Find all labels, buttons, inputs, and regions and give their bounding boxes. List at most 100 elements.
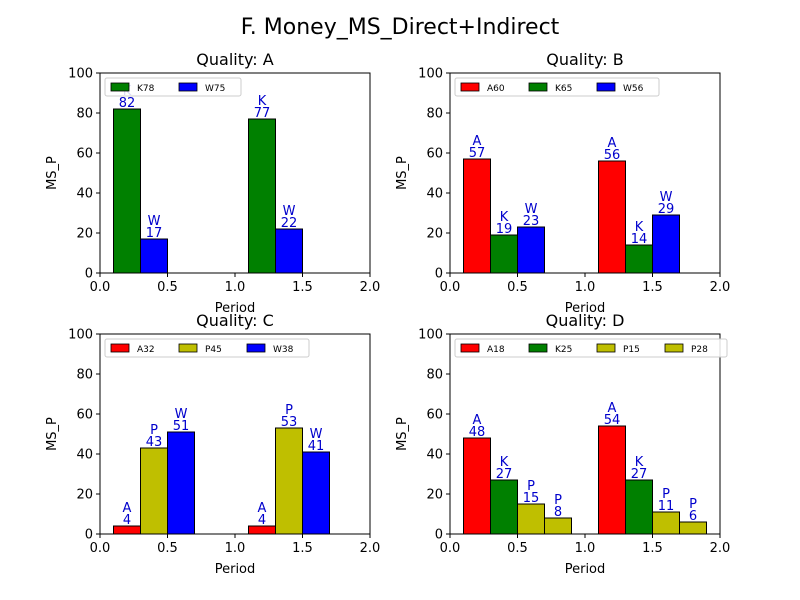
bar-letter-label: P — [689, 497, 697, 512]
y-tick-label: 40 — [426, 187, 443, 202]
x-tick-label: 1.0 — [575, 280, 596, 295]
bar-K25-2 — [625, 479, 653, 535]
bar-letter-label: W — [525, 202, 538, 217]
bar-P15-1 — [517, 503, 545, 535]
bar-value-label: 27 — [496, 467, 513, 482]
bar-value-label: 29 — [658, 202, 675, 217]
x-tick-label: 0.5 — [507, 280, 528, 295]
x-axis-label: Period — [565, 301, 606, 316]
y-tick-label: 20 — [76, 227, 93, 242]
bar-letter-label: K — [635, 220, 644, 235]
bar-value-label: 22 — [281, 216, 298, 231]
bar-value-label: 14 — [631, 232, 648, 247]
bar-P15-2 — [652, 511, 680, 535]
panel-title: Quality: A — [196, 50, 273, 69]
bar-letter-label: W — [283, 204, 296, 219]
bar-value-label: 23 — [523, 214, 540, 229]
bar-letter-label: A — [608, 136, 617, 151]
bar-W38-2 — [302, 451, 330, 535]
bar-letter-label: A — [473, 413, 482, 428]
y-axis-label: MS_P — [45, 417, 60, 451]
bar-value-label: 57 — [469, 146, 486, 161]
legend-entry: P15 — [623, 345, 640, 355]
y-tick-label: 60 — [426, 147, 443, 162]
bar-letter-label: W — [310, 427, 323, 442]
legend-entry: A32 — [137, 345, 155, 355]
y-axis-label: MS_P — [45, 156, 60, 190]
bar-A60-2 — [598, 160, 626, 274]
y-tick-label: 60 — [76, 147, 93, 162]
bar-value-label: 27 — [631, 467, 648, 482]
bar-value-label: 19 — [496, 222, 513, 237]
legend-entry: K65 — [555, 84, 572, 94]
bar-letter-label: K — [258, 94, 267, 109]
bar-value-label: 4 — [123, 513, 131, 528]
legend-swatch — [596, 343, 616, 353]
bar-W56-2 — [652, 214, 680, 274]
y-tick-label: 80 — [426, 107, 443, 122]
legend-swatch — [528, 82, 548, 92]
bar-letter-label: W — [660, 190, 673, 205]
legend-swatch — [246, 343, 266, 353]
bar-value-label: 56 — [604, 148, 621, 163]
legend-entry: A18 — [487, 345, 505, 355]
bar-K65-1 — [490, 234, 518, 274]
bar-value-label: 53 — [281, 415, 298, 430]
bar-A18-2 — [598, 425, 626, 535]
panel-title: Quality: B — [546, 50, 623, 69]
y-tick-label: 100 — [418, 328, 443, 343]
bar-letter-label: P — [285, 403, 293, 418]
bar-W38-1 — [167, 431, 195, 535]
bar-W75-1 — [140, 238, 168, 274]
x-tick-label: 2.0 — [710, 280, 731, 295]
y-tick-label: 40 — [76, 187, 93, 202]
legend-swatch — [528, 343, 548, 353]
x-tick-label: 1.0 — [575, 541, 596, 556]
legend-frame — [104, 338, 310, 358]
x-tick-label: 2.0 — [710, 541, 731, 556]
x-tick-label: 0.0 — [90, 541, 111, 556]
x-axis-label: Period — [215, 562, 256, 577]
bar-value-label: 51 — [173, 419, 190, 434]
bar-letter-label: A — [258, 501, 267, 516]
bar-letter-label: P — [150, 423, 158, 438]
bar-K25-1 — [490, 479, 518, 535]
bar-A18-1 — [463, 437, 491, 535]
legend-entry: P28 — [691, 345, 708, 355]
bar-K65-2 — [625, 244, 653, 274]
bar-P45-2 — [275, 427, 303, 535]
bar-value-label: 48 — [469, 425, 486, 440]
bar-K78-2 — [248, 118, 276, 274]
legend: A60 K65 W56 — [454, 77, 660, 97]
chart-panels: Quality: AK82K77W17W220.00.51.01.52.0020… — [45, 50, 730, 577]
bar-letter-label: P — [554, 493, 562, 508]
legend-swatch — [596, 82, 616, 92]
legend-entry: W75 — [205, 84, 225, 94]
bar-W75-2 — [275, 228, 303, 274]
figure-title: F. Money_MS_Direct+Indirect — [241, 15, 560, 40]
x-tick-label: 1.5 — [642, 541, 663, 556]
y-tick-label: 40 — [426, 448, 443, 463]
x-tick-label: 2.0 — [360, 280, 381, 295]
x-axis-label: Period — [565, 562, 606, 577]
legend-entry: K78 — [137, 84, 155, 94]
y-tick-label: 20 — [426, 227, 443, 242]
y-tick-label: 0 — [435, 528, 443, 543]
bar-value-label: 15 — [523, 491, 540, 506]
legend-swatch — [460, 343, 480, 353]
legend: K78 W75 — [104, 77, 242, 97]
y-axis-label: MS_P — [395, 156, 410, 190]
x-tick-label: 1.0 — [225, 541, 246, 556]
bar-P28-1 — [544, 517, 572, 535]
y-tick-label: 40 — [76, 448, 93, 463]
x-tick-label: 0.0 — [90, 280, 111, 295]
x-tick-label: 1.5 — [292, 280, 313, 295]
bar-value-label: 4 — [258, 513, 266, 528]
bar-value-label: 8 — [554, 505, 562, 520]
y-tick-label: 60 — [426, 408, 443, 423]
